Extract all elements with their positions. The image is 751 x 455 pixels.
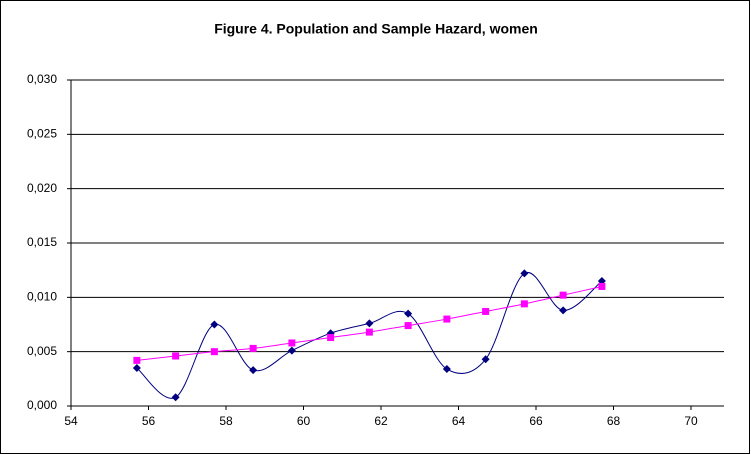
chart-title: Figure 4. Population and Sample Hazard, … [214, 21, 538, 37]
y-tick-label: 0,015 [27, 235, 57, 249]
x-tick-label: 56 [142, 414, 156, 428]
marker [327, 334, 335, 342]
marker [249, 366, 258, 375]
marker [520, 300, 528, 308]
marker [210, 320, 219, 329]
x-tick-label: 62 [374, 414, 388, 428]
marker [404, 322, 412, 330]
y-tick-label: 0,020 [27, 181, 57, 195]
x-tick-label: 60 [297, 414, 311, 428]
marker [365, 328, 373, 336]
marker [210, 348, 218, 356]
marker [598, 282, 606, 290]
marker [404, 309, 413, 318]
x-tick-label: 68 [607, 414, 621, 428]
marker [288, 339, 296, 347]
marker [520, 269, 529, 278]
marker [132, 363, 141, 372]
marker [559, 291, 567, 299]
x-tick-label: 66 [529, 414, 543, 428]
marker [559, 306, 568, 315]
marker [171, 393, 180, 402]
x-tick-label: 54 [64, 414, 78, 428]
marker [443, 315, 451, 323]
y-tick-label: 0,010 [27, 290, 57, 304]
marker [442, 365, 451, 374]
y-tick-label: 0,005 [27, 344, 57, 358]
marker [172, 352, 180, 360]
marker [287, 346, 296, 355]
marker [482, 307, 490, 315]
marker [365, 319, 374, 328]
x-tick-label: 64 [452, 414, 466, 428]
marker [133, 356, 141, 364]
y-tick-label: 0,030 [27, 72, 57, 86]
marker [249, 344, 257, 352]
x-tick-label: 70 [684, 414, 698, 428]
x-tick-label: 58 [219, 414, 233, 428]
y-tick-label: 0,025 [27, 127, 57, 141]
y-tick-label: 0,000 [27, 398, 57, 412]
marker [481, 355, 490, 364]
